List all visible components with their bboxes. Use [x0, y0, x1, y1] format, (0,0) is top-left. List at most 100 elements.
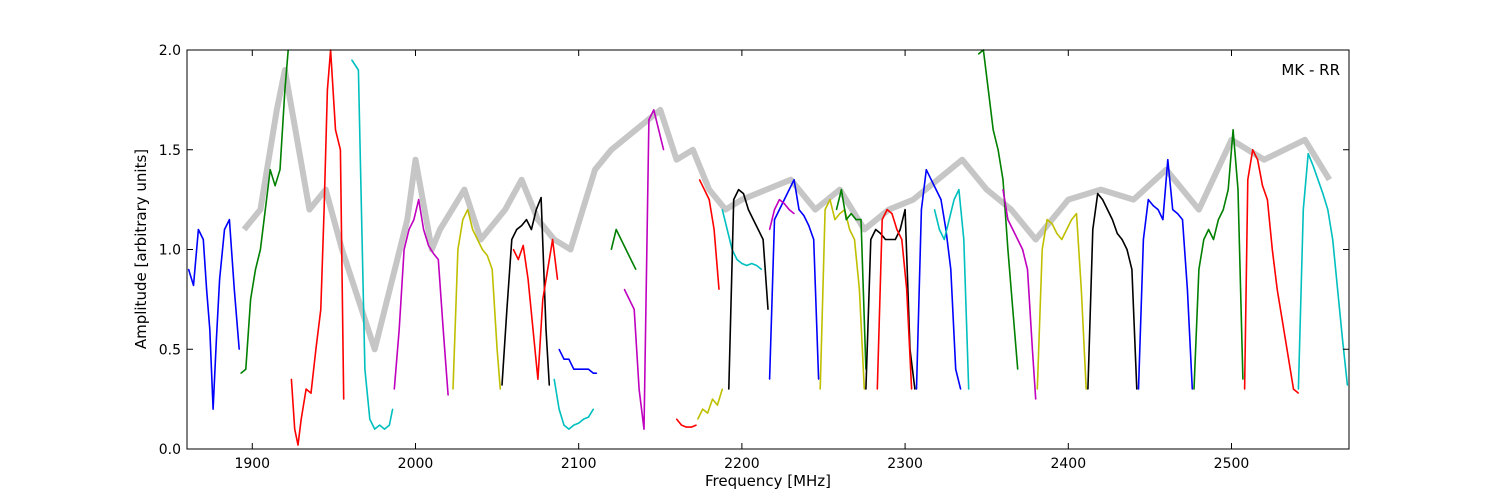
- data-point: [481, 248, 483, 251]
- data-point: [911, 388, 913, 390]
- data-point: [1198, 268, 1200, 270]
- data-point: [1317, 179, 1319, 181]
- data-point: [886, 209, 888, 211]
- data-point: [202, 238, 204, 241]
- data-point: [839, 213, 841, 215]
- x-tick-label: 1900: [234, 456, 270, 472]
- series-line-27: [1002, 189, 1037, 400]
- data-point: [940, 199, 942, 201]
- data-point: [219, 278, 221, 280]
- data-point: [633, 308, 635, 310]
- data-point: [1087, 388, 1089, 390]
- data-point: [1102, 199, 1104, 201]
- data-point: [383, 428, 386, 430]
- data-point: [300, 418, 302, 420]
- data-point: [374, 428, 376, 430]
- data-point: [1292, 388, 1295, 390]
- data-point: [1026, 268, 1029, 270]
- data-point: [1157, 209, 1159, 211]
- data-point: [829, 199, 831, 201]
- data-point: [850, 213, 852, 215]
- data-point: [899, 228, 901, 231]
- data-point: [819, 388, 821, 390]
- data-point: [751, 262, 753, 265]
- data-point: [1208, 228, 1210, 231]
- data-point: [741, 262, 743, 265]
- data-point: [552, 238, 554, 241]
- data-point: [578, 422, 580, 424]
- x-tick-label: 2200: [724, 456, 760, 472]
- data-point: [512, 248, 515, 251]
- data-point: [408, 228, 410, 231]
- data-point: [323, 209, 325, 211]
- data-point: [860, 219, 862, 221]
- data-point: [206, 288, 208, 290]
- data-point: [568, 428, 570, 430]
- data-point: [697, 418, 699, 420]
- data-point: [269, 169, 271, 171]
- data-point: [769, 378, 771, 380]
- data-point: [491, 268, 493, 270]
- data-point: [379, 424, 381, 426]
- data-point: [596, 372, 598, 374]
- data-point: [1242, 378, 1244, 380]
- data-point: [778, 199, 781, 201]
- data-point: [1051, 223, 1053, 225]
- data-point: [1066, 228, 1068, 231]
- data-point: [553, 378, 555, 380]
- data-point: [1111, 219, 1113, 221]
- series-line-14: [697, 388, 724, 420]
- data-point: [545, 328, 547, 330]
- series-line-32: [1243, 149, 1299, 394]
- data-point: [840, 189, 843, 191]
- data-point: [467, 209, 469, 211]
- data-point: [587, 416, 590, 418]
- data-point: [718, 288, 720, 290]
- data-point: [351, 59, 353, 61]
- data-point: [1007, 248, 1009, 251]
- data-point: [334, 129, 337, 131]
- data-point: [1346, 384, 1348, 386]
- data-point: [1002, 189, 1004, 191]
- data-point: [1036, 388, 1038, 390]
- data-point: [1212, 238, 1215, 241]
- data-point: [240, 372, 242, 374]
- data-point: [889, 238, 892, 241]
- data-point: [778, 209, 781, 211]
- data-point: [628, 298, 630, 300]
- data-point: [521, 225, 523, 227]
- data-point: [403, 248, 405, 251]
- data-point: [690, 426, 692, 428]
- data-point: [496, 348, 498, 350]
- data-point: [904, 209, 906, 211]
- data-point: [506, 308, 508, 310]
- data-point: [517, 258, 519, 261]
- data-point: [516, 228, 518, 231]
- data-point: [499, 388, 501, 390]
- data-point: [742, 193, 745, 195]
- data-point: [573, 424, 575, 426]
- data-point: [320, 308, 322, 310]
- series-line-5: [393, 198, 449, 396]
- data-point: [695, 424, 697, 426]
- data-point: [663, 149, 665, 151]
- data-point: [1152, 205, 1154, 207]
- data-point: [680, 424, 683, 426]
- data-point: [1097, 193, 1099, 195]
- data-point: [1261, 185, 1264, 187]
- data-point: [803, 215, 805, 217]
- y-tick-label: 1.0: [159, 243, 181, 259]
- y-tick-label: 0.0: [159, 442, 181, 458]
- data-point: [245, 368, 247, 370]
- data-point: [476, 238, 479, 241]
- data-point: [1136, 388, 1138, 390]
- data-point: [1276, 288, 1278, 290]
- x-tick-label: 2300: [887, 456, 923, 472]
- series-line-20: [819, 198, 866, 390]
- data-point: [835, 209, 838, 211]
- data-point: [977, 53, 980, 55]
- data-point: [713, 228, 715, 231]
- data-point: [938, 228, 941, 231]
- data-point: [1297, 392, 1299, 394]
